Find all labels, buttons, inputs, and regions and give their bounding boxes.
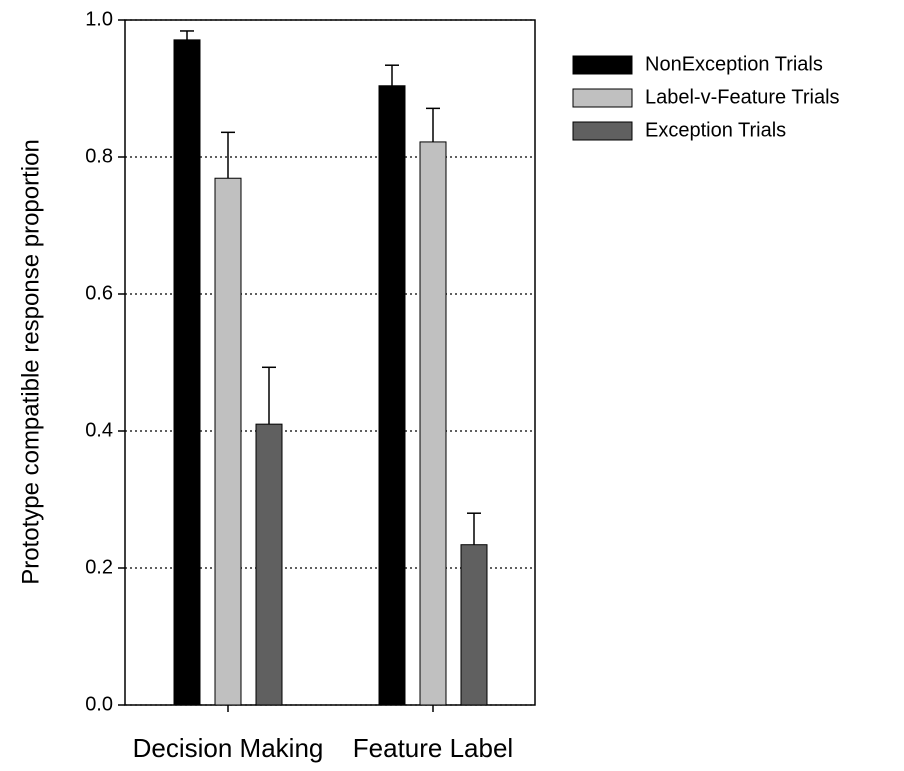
- bar: [378, 85, 406, 706]
- bar: [255, 423, 283, 706]
- bar: [460, 544, 488, 706]
- legend-label: NonException Trials: [645, 53, 823, 75]
- x-tick-label: Decision Making: [133, 733, 324, 763]
- plot-frame: [124, 19, 536, 706]
- bar: [173, 39, 201, 706]
- y-tick-label: 0.8: [85, 145, 113, 167]
- legend-label: Label-v-Feature Trials: [645, 86, 840, 108]
- y-tick-label: 1.0: [85, 8, 113, 30]
- y-tick-label: 0.4: [85, 419, 113, 441]
- y-tick-label: 0.6: [85, 282, 113, 304]
- legend-swatch: [572, 88, 633, 108]
- legend-swatch: [572, 121, 633, 141]
- x-tick-label: Feature Label: [353, 733, 513, 763]
- y-axis-label: Prototype compatible response proportion: [17, 139, 44, 585]
- y-tick-label: 0.2: [85, 556, 113, 578]
- legend-label: Exception Trials: [645, 119, 786, 141]
- y-tick-label: 0.0: [85, 693, 113, 715]
- legend-swatch: [572, 55, 633, 75]
- bar: [214, 177, 242, 706]
- bar: [419, 141, 447, 706]
